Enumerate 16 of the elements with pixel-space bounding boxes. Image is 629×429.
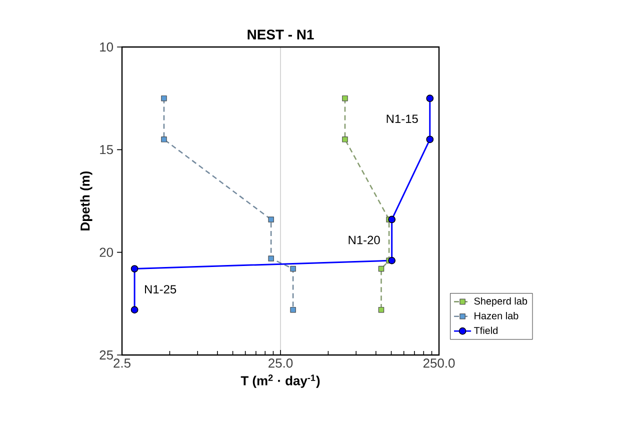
- y-tick-label: 15: [100, 145, 113, 154]
- chart-title: NEST - N1: [248, 30, 314, 40]
- annotation: N1-25: [145, 285, 176, 294]
- legend-label: Hazen lab: [474, 312, 518, 320]
- x-tick-label: 25.0: [268, 358, 293, 368]
- y-axis-title: Dpeth (m): [80, 171, 92, 230]
- annotation: N1-15: [386, 114, 418, 124]
- x-tick-label: 2.5: [114, 358, 130, 368]
- annotation: N1-20: [348, 236, 380, 244]
- x-axis-title: T (m$^{2}$ · day$^{-1}$): [240, 374, 320, 388]
- legend-label: Tfield: [474, 326, 498, 334]
- y-tick-label: 20: [100, 248, 114, 257]
- x-tick-label: 250.0: [423, 358, 455, 368]
- y-tick-label: 10: [100, 42, 114, 52]
- legend-label: Sheperd lab: [474, 297, 528, 307]
- y-tick-label: 25: [100, 350, 113, 360]
